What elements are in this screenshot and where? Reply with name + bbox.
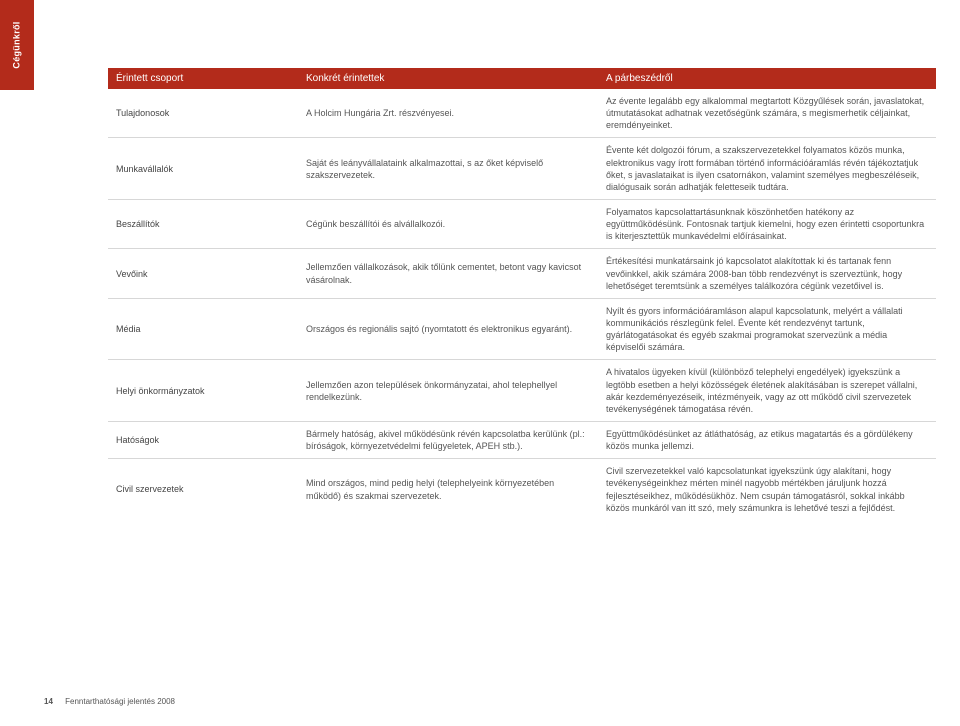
table-row: Média Országos és regionális sajtó (nyom… bbox=[108, 298, 936, 360]
footer-title: Fenntarthatósági jelentés 2008 bbox=[65, 697, 175, 706]
cell-stakeholders: Jellemzően vállalkozások, akik tőlünk ce… bbox=[298, 249, 598, 298]
cell-stakeholders: Cégünk beszállítói és alvállalkozói. bbox=[298, 199, 598, 248]
col-header-dialog: A párbeszédről bbox=[598, 68, 936, 89]
table-row: Tulajdonosok A Holcim Hungária Zrt. rész… bbox=[108, 89, 936, 138]
page-number: 14 bbox=[44, 697, 53, 706]
col-header-group: Érintett csoport bbox=[108, 68, 298, 89]
cell-stakeholders: A Holcim Hungária Zrt. részvényesei. bbox=[298, 89, 598, 138]
cell-stakeholders: Jellemzően azon települések önkormányzat… bbox=[298, 360, 598, 422]
cell-dialog: Együttműködésünket az átláthatóság, az e… bbox=[598, 421, 936, 458]
cell-dialog: Értékesítési munkatársaink jó kapcsolato… bbox=[598, 249, 936, 298]
cell-dialog: Évente két dolgozói fórum, a szakszervez… bbox=[598, 138, 936, 200]
cell-group: Helyi önkormányzatok bbox=[108, 360, 298, 422]
table-body: Tulajdonosok A Holcim Hungária Zrt. rész… bbox=[108, 89, 936, 520]
cell-stakeholders: Saját és leányvállalataink alkalmazottai… bbox=[298, 138, 598, 200]
cell-group: Hatóságok bbox=[108, 421, 298, 458]
stakeholder-table-wrap: Érintett csoport Konkrét érintettek A pá… bbox=[108, 68, 936, 520]
page-footer: 14 Fenntarthatósági jelentés 2008 bbox=[44, 697, 175, 706]
table-header-row: Érintett csoport Konkrét érintettek A pá… bbox=[108, 68, 936, 89]
page: Cégünkről Érintett csoport Konkrét érint… bbox=[0, 0, 960, 726]
stakeholder-table: Érintett csoport Konkrét érintettek A pá… bbox=[108, 68, 936, 520]
col-header-stakeholders: Konkrét érintettek bbox=[298, 68, 598, 89]
table-row: Helyi önkormányzatok Jellemzően azon tel… bbox=[108, 360, 936, 422]
cell-stakeholders: Bármely hatóság, akivel működésünk révén… bbox=[298, 421, 598, 458]
cell-group: Tulajdonosok bbox=[108, 89, 298, 138]
table-row: Beszállítók Cégünk beszállítói és alváll… bbox=[108, 199, 936, 248]
table-row: Munkavállalók Saját és leányvállalataink… bbox=[108, 138, 936, 200]
cell-dialog: Az évente legalább egy alkalommal megtar… bbox=[598, 89, 936, 138]
cell-dialog: Folyamatos kapcsolattartásunknak köszönh… bbox=[598, 199, 936, 248]
table-row: Vevőink Jellemzően vállalkozások, akik t… bbox=[108, 249, 936, 298]
cell-stakeholders: Mind országos, mind pedig helyi (telephe… bbox=[298, 459, 598, 520]
table-row: Hatóságok Bármely hatóság, akivel működé… bbox=[108, 421, 936, 458]
section-tab-label: Cégünkről bbox=[12, 21, 22, 68]
cell-dialog: A hivatalos ügyeken kívül (különböző tel… bbox=[598, 360, 936, 422]
cell-group: Munkavállalók bbox=[108, 138, 298, 200]
cell-group: Média bbox=[108, 298, 298, 360]
cell-dialog: Civil szervezetekkel való kapcsolatunkat… bbox=[598, 459, 936, 520]
table-row: Civil szervezetek Mind országos, mind pe… bbox=[108, 459, 936, 520]
cell-dialog: Nyílt és gyors információáramláson alapu… bbox=[598, 298, 936, 360]
section-tab: Cégünkről bbox=[0, 0, 34, 90]
cell-stakeholders: Országos és regionális sajtó (nyomtatott… bbox=[298, 298, 598, 360]
cell-group: Vevőink bbox=[108, 249, 298, 298]
cell-group: Civil szervezetek bbox=[108, 459, 298, 520]
cell-group: Beszállítók bbox=[108, 199, 298, 248]
